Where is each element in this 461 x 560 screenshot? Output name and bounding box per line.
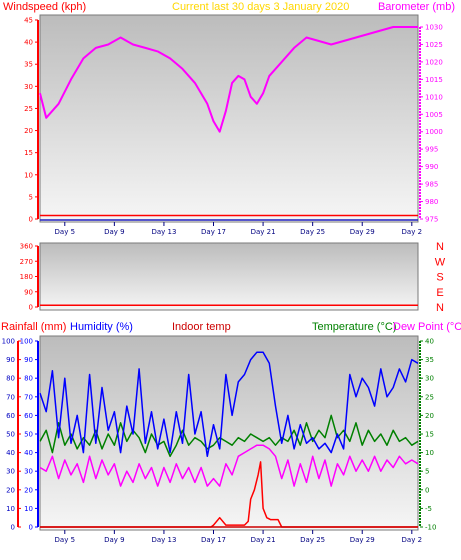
rainfall-tick-label: 80 bbox=[6, 375, 15, 383]
rainfall-tick-label: 20 bbox=[6, 486, 15, 494]
rain-humidity-temp-xtick-label: Day 25 bbox=[300, 536, 325, 544]
dewpoint-axis-title: Dew Point (°C) bbox=[393, 321, 461, 333]
rainfall-axis-title: Rainfall (mm) bbox=[1, 321, 67, 333]
temperature-tick-label: -5 bbox=[425, 505, 432, 513]
wind-barometer-xtick-label: Day 2 bbox=[402, 228, 423, 236]
wind-barometer-xtick-label: Day 13 bbox=[151, 228, 176, 236]
temperature-tick-label: 10 bbox=[425, 449, 434, 457]
humidity-tick-label: 0 bbox=[29, 524, 33, 532]
windspeed-tick-label: 40 bbox=[24, 39, 33, 47]
humidity-tick-label: 50 bbox=[24, 431, 33, 439]
wind-barometer-plot-area bbox=[39, 14, 419, 223]
barometer-tick-label: 1015 bbox=[425, 76, 443, 84]
barometer-tick-label: 980 bbox=[425, 198, 438, 206]
temperature-tick-label: 0 bbox=[425, 486, 429, 494]
compass-label-n: N bbox=[436, 302, 444, 314]
rainfall-tick-label: 0 bbox=[11, 524, 15, 532]
rainfall-tick-label: 40 bbox=[6, 449, 15, 457]
temperature-tick-label: 40 bbox=[425, 338, 434, 346]
dewpoint-line bbox=[39, 444, 419, 487]
temperature-tick-label: 20 bbox=[425, 412, 434, 420]
direction-tick-label: 360 bbox=[20, 243, 33, 251]
rainfall-tick-label: 50 bbox=[6, 431, 15, 439]
windspeed-tick-label: 25 bbox=[24, 105, 33, 113]
rain-humidity-temp-xtick-label: Day 2 bbox=[402, 536, 423, 544]
windspeed-tick-label: 45 bbox=[24, 17, 33, 25]
rain-humidity-temp-xtick-label: Day 9 bbox=[104, 536, 125, 544]
barometer-tick-label: 1000 bbox=[425, 128, 443, 136]
temperature-axis-title: Temperature (°C) bbox=[312, 321, 397, 333]
humidity-tick-label: 70 bbox=[24, 393, 33, 401]
humidity-tick-label: 40 bbox=[24, 449, 33, 457]
rainfall-line bbox=[40, 461, 418, 528]
rainfall-tick-label: 100 bbox=[2, 338, 15, 346]
barometer-tick-label: 975 bbox=[425, 216, 438, 224]
windspeed-tick-label: 15 bbox=[24, 149, 33, 157]
humidity-tick-label: 80 bbox=[24, 375, 33, 383]
direction-tick-label: 90 bbox=[24, 288, 33, 296]
temperature-tick-label: 15 bbox=[425, 431, 434, 439]
humidity-tick-label: 100 bbox=[20, 338, 33, 346]
temperature-tick-label: 5 bbox=[425, 468, 429, 476]
humidity-tick-label: 90 bbox=[24, 356, 33, 364]
rain-humidity-temp-plot-area bbox=[39, 335, 419, 531]
indoor-temp-title: Indoor temp bbox=[172, 321, 231, 333]
wind-barometer-xtick-label: Day 25 bbox=[300, 228, 325, 236]
compass-label-s: S bbox=[436, 272, 443, 284]
temperature-tick-label: 35 bbox=[425, 356, 434, 364]
barometer-tick-label: 1025 bbox=[425, 41, 443, 49]
windspeed-tick-label: 0 bbox=[29, 216, 33, 224]
direction-tick-label: 270 bbox=[20, 258, 33, 266]
barometer-tick-label: 985 bbox=[425, 181, 438, 189]
wind-barometer-xtick-label: Day 21 bbox=[251, 228, 276, 236]
windspeed-tick-label: 10 bbox=[24, 171, 33, 179]
wind-direction-plot-area bbox=[39, 242, 419, 311]
barometer-line bbox=[39, 26, 418, 133]
rainfall-tick-label: 70 bbox=[6, 393, 15, 401]
wind-barometer-xtick-label: Day 17 bbox=[201, 228, 226, 236]
wind-barometer-xtick-label: Day 29 bbox=[350, 228, 375, 236]
humidity-axis-title: Humidity (%) bbox=[70, 321, 133, 333]
barometer-tick-label: 1005 bbox=[425, 111, 443, 119]
period-title: Current last 30 days 3 January 2020 bbox=[172, 1, 350, 13]
barometer-tick-label: 1030 bbox=[425, 24, 443, 32]
windspeed-tick-label: 30 bbox=[24, 83, 33, 91]
humidity-line bbox=[39, 351, 419, 458]
temperature-tick-label: 25 bbox=[425, 393, 434, 401]
direction-tick-label: 0 bbox=[29, 304, 33, 312]
rain-humidity-temp-xtick-label: Day 13 bbox=[151, 536, 176, 544]
compass-label-w: W bbox=[435, 256, 446, 268]
barometer-tick-label: 995 bbox=[425, 146, 438, 154]
rainfall-tick-label: 60 bbox=[6, 412, 15, 420]
windspeed-tick-label: 5 bbox=[29, 193, 33, 201]
humidity-tick-label: 30 bbox=[24, 468, 33, 476]
rainfall-tick-label: 30 bbox=[6, 468, 15, 476]
temperature-tick-label: -10 bbox=[425, 524, 436, 532]
rain-humidity-temp-xtick-label: Day 29 bbox=[350, 536, 375, 544]
windspeed-tick-label: 35 bbox=[24, 61, 33, 69]
barometer-tick-label: 990 bbox=[425, 163, 438, 171]
temperature-line bbox=[39, 414, 419, 458]
rainfall-tick-label: 90 bbox=[6, 356, 15, 364]
wind-barometer-xtick-label: Day 5 bbox=[55, 228, 76, 236]
barometer-tick-label: 1010 bbox=[425, 93, 443, 101]
humidity-tick-label: 10 bbox=[24, 505, 33, 513]
rain-humidity-temp-xtick-label: Day 21 bbox=[251, 536, 276, 544]
humidity-tick-label: 20 bbox=[24, 486, 33, 494]
rain-humidity-temp-xtick-label: Day 17 bbox=[201, 536, 226, 544]
windspeed-axis-title: Windspeed (kph) bbox=[3, 1, 87, 13]
windspeed-tick-label: 20 bbox=[24, 127, 33, 135]
wind-barometer-xtick-label: Day 9 bbox=[104, 228, 125, 236]
compass-label-e: E bbox=[436, 287, 443, 299]
barometer-tick-label: 1020 bbox=[425, 58, 443, 66]
barometer-axis-title: Barometer (mb) bbox=[377, 1, 455, 13]
temperature-tick-label: 30 bbox=[425, 375, 434, 383]
compass-label-n: N bbox=[436, 241, 444, 253]
direction-tick-label: 180 bbox=[20, 273, 33, 281]
rainfall-tick-label: 10 bbox=[6, 505, 15, 513]
rain-humidity-temp-xtick-label: Day 5 bbox=[55, 536, 76, 544]
humidity-tick-label: 60 bbox=[24, 412, 33, 420]
